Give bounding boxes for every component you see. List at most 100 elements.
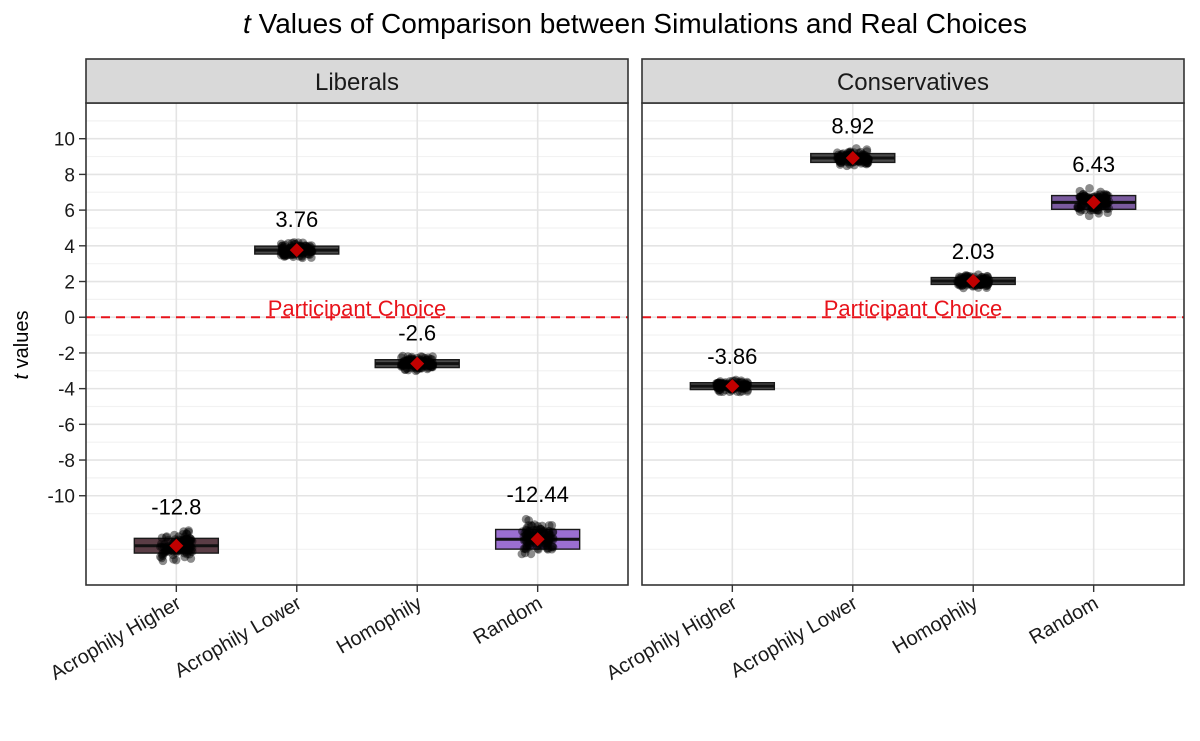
data-point — [1081, 198, 1090, 207]
data-point — [307, 247, 317, 256]
data-point — [837, 150, 847, 159]
data-point — [736, 382, 746, 392]
data-point — [549, 535, 558, 544]
series-acrophily-higher: -3.86 — [689, 344, 776, 397]
data-point — [424, 359, 433, 369]
data-point — [536, 525, 546, 534]
data-point — [428, 362, 437, 372]
data-point — [839, 154, 848, 163]
data-point — [280, 248, 290, 258]
data-point — [717, 379, 726, 388]
data-point — [973, 283, 983, 292]
x-tick-label: Random — [1026, 592, 1102, 649]
data-point — [184, 541, 193, 550]
data-point — [977, 279, 987, 288]
data-point — [1077, 205, 1086, 215]
data-point — [863, 155, 873, 165]
data-point — [544, 533, 553, 542]
data-point — [1084, 211, 1094, 221]
data-point — [305, 250, 315, 259]
data-point — [978, 273, 988, 283]
data-point — [182, 544, 191, 554]
data-point — [298, 238, 308, 248]
data-point — [860, 155, 870, 164]
data-point — [715, 385, 724, 395]
data-point — [1100, 196, 1109, 206]
data-point — [187, 537, 197, 546]
data-point — [280, 246, 289, 255]
data-point — [304, 249, 314, 259]
data-point — [737, 383, 747, 393]
data-point — [979, 277, 989, 286]
data-point — [1104, 204, 1114, 213]
data-point — [863, 154, 873, 164]
data-point — [407, 352, 416, 362]
data-point — [537, 521, 547, 531]
data-point — [164, 547, 174, 556]
data-point — [862, 159, 871, 169]
data-point — [955, 276, 964, 286]
data-point — [961, 276, 971, 286]
data-point — [162, 542, 172, 552]
data-point — [833, 148, 842, 158]
data-point — [279, 245, 288, 255]
data-point — [836, 158, 845, 167]
data-point — [1103, 198, 1112, 208]
data-point — [404, 363, 414, 372]
data-point — [974, 270, 983, 279]
data-point — [719, 380, 728, 390]
data-point — [858, 152, 867, 161]
data-point — [546, 530, 555, 540]
data-point — [183, 535, 193, 544]
data-point — [977, 279, 987, 289]
mean-marker — [966, 273, 981, 288]
data-point — [428, 360, 437, 370]
data-point — [1080, 205, 1090, 215]
data-point — [978, 275, 987, 284]
data-point — [955, 281, 965, 290]
data-point — [526, 540, 536, 549]
data-point — [1101, 193, 1110, 202]
data-point — [1102, 190, 1112, 200]
data-point — [714, 386, 723, 395]
facet-strip — [641, 58, 1185, 104]
data-point — [741, 382, 750, 391]
data-point — [519, 544, 529, 553]
data-point — [182, 529, 191, 538]
data-point — [981, 274, 991, 283]
data-point — [183, 542, 193, 552]
data-point — [1076, 201, 1086, 211]
data-point — [420, 360, 430, 369]
data-point — [1076, 202, 1086, 211]
data-point — [1095, 190, 1105, 199]
data-point — [156, 542, 165, 551]
data-point — [422, 359, 432, 368]
data-point — [306, 247, 315, 257]
data-point — [1076, 195, 1086, 205]
data-point — [522, 537, 532, 547]
data-point — [983, 277, 992, 287]
data-point — [715, 383, 725, 392]
data-point — [856, 154, 866, 164]
data-point — [834, 154, 843, 164]
data-point — [1076, 192, 1085, 202]
data-point — [1098, 201, 1108, 210]
data-point — [160, 546, 170, 556]
data-point — [715, 385, 725, 394]
value-label: -3.86 — [707, 344, 757, 369]
data-point — [1100, 198, 1110, 208]
data-point — [284, 245, 294, 255]
x-tick-label: Acrophily Higher — [47, 592, 185, 685]
value-label: 2.03 — [952, 239, 995, 264]
data-point — [743, 385, 752, 395]
data-point — [400, 356, 409, 366]
data-point — [1094, 209, 1104, 218]
panel-conservatives: Participant Choice -3.86 8.92 2.03 6.43 Conse… — [603, 58, 1185, 685]
y-tick-label: -2 — [58, 344, 75, 365]
data-point — [521, 514, 531, 524]
data-point — [279, 246, 289, 255]
data-point — [162, 533, 171, 542]
data-point — [836, 155, 846, 164]
data-point — [548, 527, 558, 537]
data-point — [542, 544, 552, 553]
